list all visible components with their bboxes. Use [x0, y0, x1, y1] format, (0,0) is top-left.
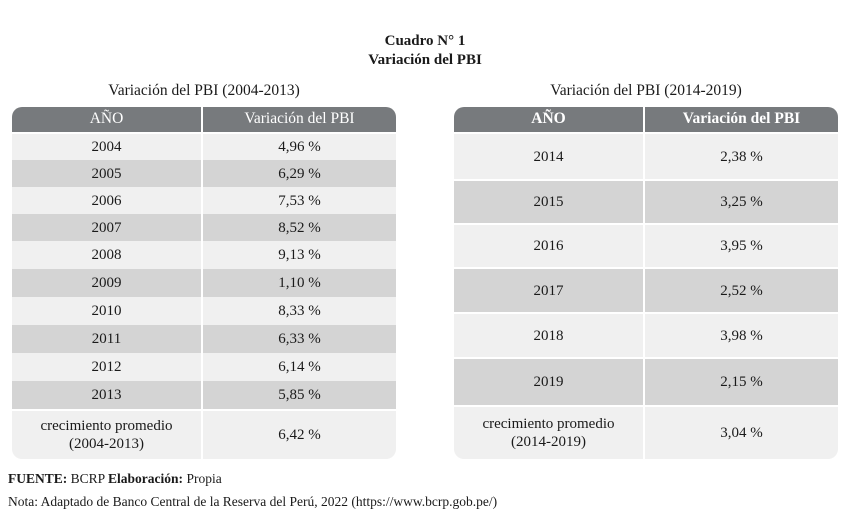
header-year: AÑO — [12, 107, 203, 132]
year-cell: 2008 — [12, 241, 203, 269]
summary-value: 6,42 % — [278, 427, 321, 443]
year-cell: 2010 — [12, 297, 203, 325]
year-cell: 2011 — [12, 325, 203, 353]
table-row: 2009 1,10 % — [12, 269, 396, 297]
value-cell: 6,14 % — [278, 359, 321, 375]
summary-label: crecimiento promedio (2014-2019) — [454, 407, 645, 459]
right-table-caption: Variación del PBI (2014-2019) — [550, 82, 742, 99]
summary-row: crecimiento promedio (2014-2019) 3,04 % — [454, 407, 838, 459]
table-row: 2007 8,52 % — [12, 214, 396, 241]
year-cell: 2007 — [12, 214, 203, 241]
header-variation: Variación del PBI — [244, 110, 355, 128]
table-row: 2017 2,52 % — [454, 269, 838, 312]
year-cell: 2012 — [12, 353, 203, 381]
header-variation: Variación del PBI — [682, 110, 801, 128]
value-cell: 6,33 % — [278, 331, 321, 347]
table-row: 2018 3,98 % — [454, 314, 838, 357]
year-cell: 2015 — [454, 181, 645, 223]
table-row: 2015 3,25 % — [454, 181, 838, 223]
table-row: 2016 3,95 % — [454, 225, 838, 267]
summary-value: 3,04 % — [720, 425, 763, 441]
year-cell: 2018 — [454, 314, 645, 357]
value-cell: 8,33 % — [278, 303, 321, 319]
value-cell: 3,25 % — [720, 194, 763, 210]
left-table: AÑO Variación del PBI 2004 4,96 % 2005 6… — [12, 107, 396, 459]
year-cell: 2014 — [454, 134, 645, 179]
value-cell: 9,13 % — [278, 247, 321, 263]
left-table-caption: Variación del PBI (2004-2013) — [108, 82, 300, 99]
year-cell: 2009 — [12, 269, 203, 297]
table-row: 2004 4,96 % — [12, 134, 396, 160]
value-cell: 3,98 % — [720, 327, 763, 344]
table-row: 2005 6,29 % — [12, 160, 396, 187]
value-cell: 4,96 % — [278, 139, 321, 155]
value-cell: 7,53 % — [278, 192, 321, 209]
elaboration-value: Propia — [186, 471, 222, 486]
table-header-row: AÑO Variación del PBI — [454, 107, 838, 132]
table-title: Variación del PBI — [368, 52, 482, 68]
table-row: 2011 6,33 % — [12, 325, 396, 353]
table-row: 2013 5,85 % — [12, 381, 396, 409]
table-row: 2014 2,38 % — [454, 134, 838, 179]
table-header-row: AÑO Variación del PBI — [12, 107, 396, 132]
summary-label-line2: (2014-2019) — [511, 434, 586, 450]
table-row: 2012 6,14 % — [12, 353, 396, 381]
summary-label-line1: crecimiento promedio — [482, 416, 615, 432]
note-line: Nota: Adaptado de Banco Central de la Re… — [8, 494, 498, 509]
year-cell: 2019 — [454, 359, 645, 405]
year-cell: 2017 — [454, 269, 645, 312]
table-number: Cuadro N° 1 — [384, 33, 466, 49]
right-table: AÑO Variación del PBI 2014 2,38 % 2015 3… — [454, 107, 838, 459]
year-cell: 2006 — [12, 187, 203, 214]
elaboration-label: Elaboración: — [108, 471, 184, 486]
table-row: 2006 7,53 % — [12, 187, 396, 214]
summary-label: crecimiento promedio (2004-2013) — [12, 411, 203, 459]
header-year: AÑO — [454, 107, 645, 132]
summary-label-line2: (2004-2013) — [69, 436, 144, 452]
value-cell: 2,52 % — [720, 282, 763, 299]
year-cell: 2013 — [12, 381, 203, 409]
table-row: 2010 8,33 % — [12, 297, 396, 325]
year-cell: 2005 — [12, 160, 203, 187]
table-row: 2008 9,13 % — [12, 241, 396, 269]
year-cell: 2016 — [454, 225, 645, 267]
value-cell: 1,10 % — [278, 275, 321, 291]
source-value: BCRP — [70, 471, 105, 486]
summary-row: crecimiento promedio (2004-2013) 6,42 % — [12, 411, 396, 459]
table-row: 2019 2,15 % — [454, 359, 838, 405]
value-cell: 8,52 % — [278, 219, 321, 236]
value-cell: 2,15 % — [720, 374, 763, 390]
value-cell: 6,29 % — [278, 165, 321, 182]
value-cell: 3,95 % — [720, 238, 763, 254]
source-line: FUENTE: BCRP Elaboración: Propia — [8, 471, 222, 487]
source-label: FUENTE: — [8, 471, 68, 486]
value-cell: 5,85 % — [278, 387, 321, 403]
value-cell: 2,38 % — [720, 148, 763, 165]
year-cell: 2004 — [12, 134, 203, 160]
summary-label-line1: crecimiento promedio — [40, 418, 173, 434]
